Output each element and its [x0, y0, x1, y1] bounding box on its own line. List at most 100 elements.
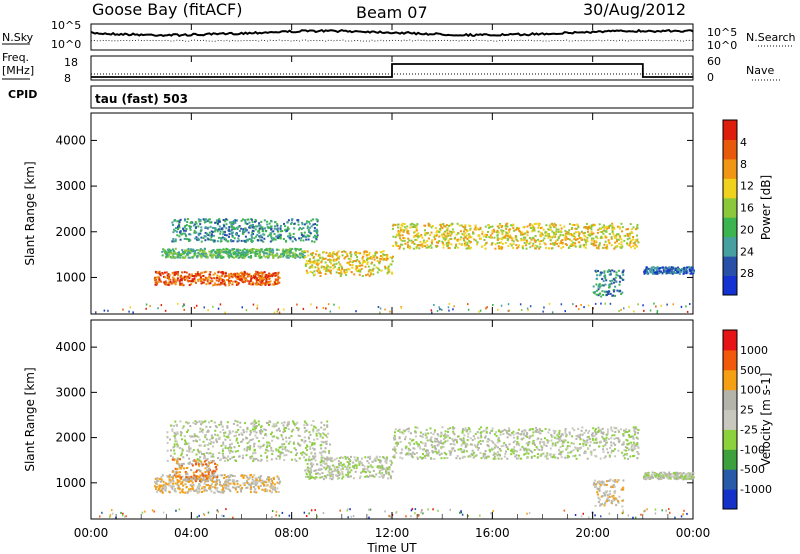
echo-cell: [274, 424, 277, 427]
echo-cell: [277, 256, 280, 259]
echo-cell: [580, 446, 582, 449]
echo-cell: [524, 236, 527, 239]
echo-cell: [182, 479, 185, 481]
echo-cell: [533, 455, 536, 457]
echo-cell: [417, 445, 419, 448]
echo-cell: [323, 268, 326, 271]
echo-cell: [254, 218, 257, 221]
echo-cell: [318, 451, 321, 454]
echo-cell: [579, 246, 582, 249]
echo-cell: [292, 252, 295, 255]
echo-cell: [205, 483, 208, 486]
echo-cell: [424, 234, 427, 236]
echo-cell: [168, 248, 171, 251]
echo-cell: [317, 259, 320, 262]
echo-cell: [236, 485, 239, 488]
echo-cell: [500, 229, 503, 232]
echo-cell: [213, 474, 216, 477]
echo-cell: [442, 246, 445, 249]
echo-cell: [407, 232, 410, 235]
echo-cell: [203, 235, 206, 238]
echo-cell: [520, 237, 523, 240]
echo-cell: [655, 305, 657, 308]
echo-cell: [612, 288, 615, 291]
echo-cell: [395, 242, 398, 245]
echo-cell: [658, 270, 661, 273]
echo-cell: [314, 478, 317, 481]
echo-cell: [209, 280, 212, 282]
echo-cell: [258, 231, 261, 234]
echo-cell: [292, 232, 295, 235]
echo-cell: [309, 445, 312, 448]
echo-cell: [228, 228, 231, 231]
echo-cell: [565, 232, 568, 235]
echo-cell: [222, 272, 225, 275]
echo-cell: [182, 232, 185, 235]
echo-cell: [286, 449, 289, 452]
echo-cell: [334, 469, 337, 472]
echo-cell: [268, 489, 271, 492]
echo-cell: [254, 481, 257, 484]
echo-cell: [191, 280, 194, 282]
echo-cell: [173, 282, 176, 285]
echo-cell: [158, 486, 161, 489]
echo-cell: [661, 266, 664, 269]
echo-cell: [224, 484, 227, 487]
echo-cell: [329, 474, 332, 477]
echo-cell: [252, 276, 255, 279]
echo-cell: [345, 468, 348, 471]
echo-cell: [241, 256, 244, 259]
echo-cell: [517, 228, 520, 230]
echo-cell: [268, 419, 271, 422]
echo-cell: [427, 237, 430, 240]
echo-cell: [410, 239, 413, 242]
echo-cell: [525, 240, 528, 243]
echo-cell: [260, 481, 263, 484]
echo-cell: [230, 223, 233, 226]
echo-cell: [468, 246, 471, 249]
echo-cell: [523, 453, 526, 456]
echo-cell: [223, 477, 225, 479]
echo-cell: [564, 243, 567, 245]
echo-cell: [189, 227, 192, 230]
echo-cell: [202, 278, 205, 281]
echo-cell: [623, 429, 625, 432]
echo-cell: [402, 429, 405, 432]
echo-cell: [555, 233, 557, 236]
echo-cell: [320, 457, 323, 460]
echo-cell: [320, 421, 323, 424]
echo-cell: [335, 271, 338, 274]
echo-cell: [323, 424, 326, 427]
echo-cell: [433, 457, 436, 460]
echo-cell: [273, 227, 276, 230]
echo-cell: [227, 476, 230, 479]
echo-cell: [294, 248, 297, 251]
echo-cell: [224, 250, 227, 253]
echo-cell: [259, 279, 262, 282]
echo-cell: [193, 251, 196, 254]
echo-cell: [667, 268, 670, 271]
echo-cell: [311, 463, 314, 466]
echo-cell: [441, 426, 444, 429]
echo-cell: [525, 241, 528, 244]
echo-cell: [291, 218, 294, 221]
echo-cell: [265, 422, 268, 424]
echo-cell: [573, 244, 576, 247]
echo-cell: [304, 469, 307, 472]
echo-cell: [258, 480, 261, 483]
echo-cell: [656, 266, 659, 269]
echo-cell: [507, 309, 510, 312]
echo-cell: [191, 485, 194, 488]
echo-cell: [197, 469, 200, 471]
echo-cell: [176, 471, 179, 474]
echo-cell: [205, 253, 208, 256]
echo-cell: [232, 219, 235, 222]
echo-cell: [551, 247, 554, 250]
echo-cell: [198, 483, 201, 486]
echo-cell: [229, 449, 232, 452]
echo-cell: [340, 269, 342, 272]
echo-cell: [244, 481, 247, 484]
echo-cell: [360, 471, 363, 474]
echo-cell: [181, 253, 184, 256]
echo-cell: [549, 242, 552, 245]
